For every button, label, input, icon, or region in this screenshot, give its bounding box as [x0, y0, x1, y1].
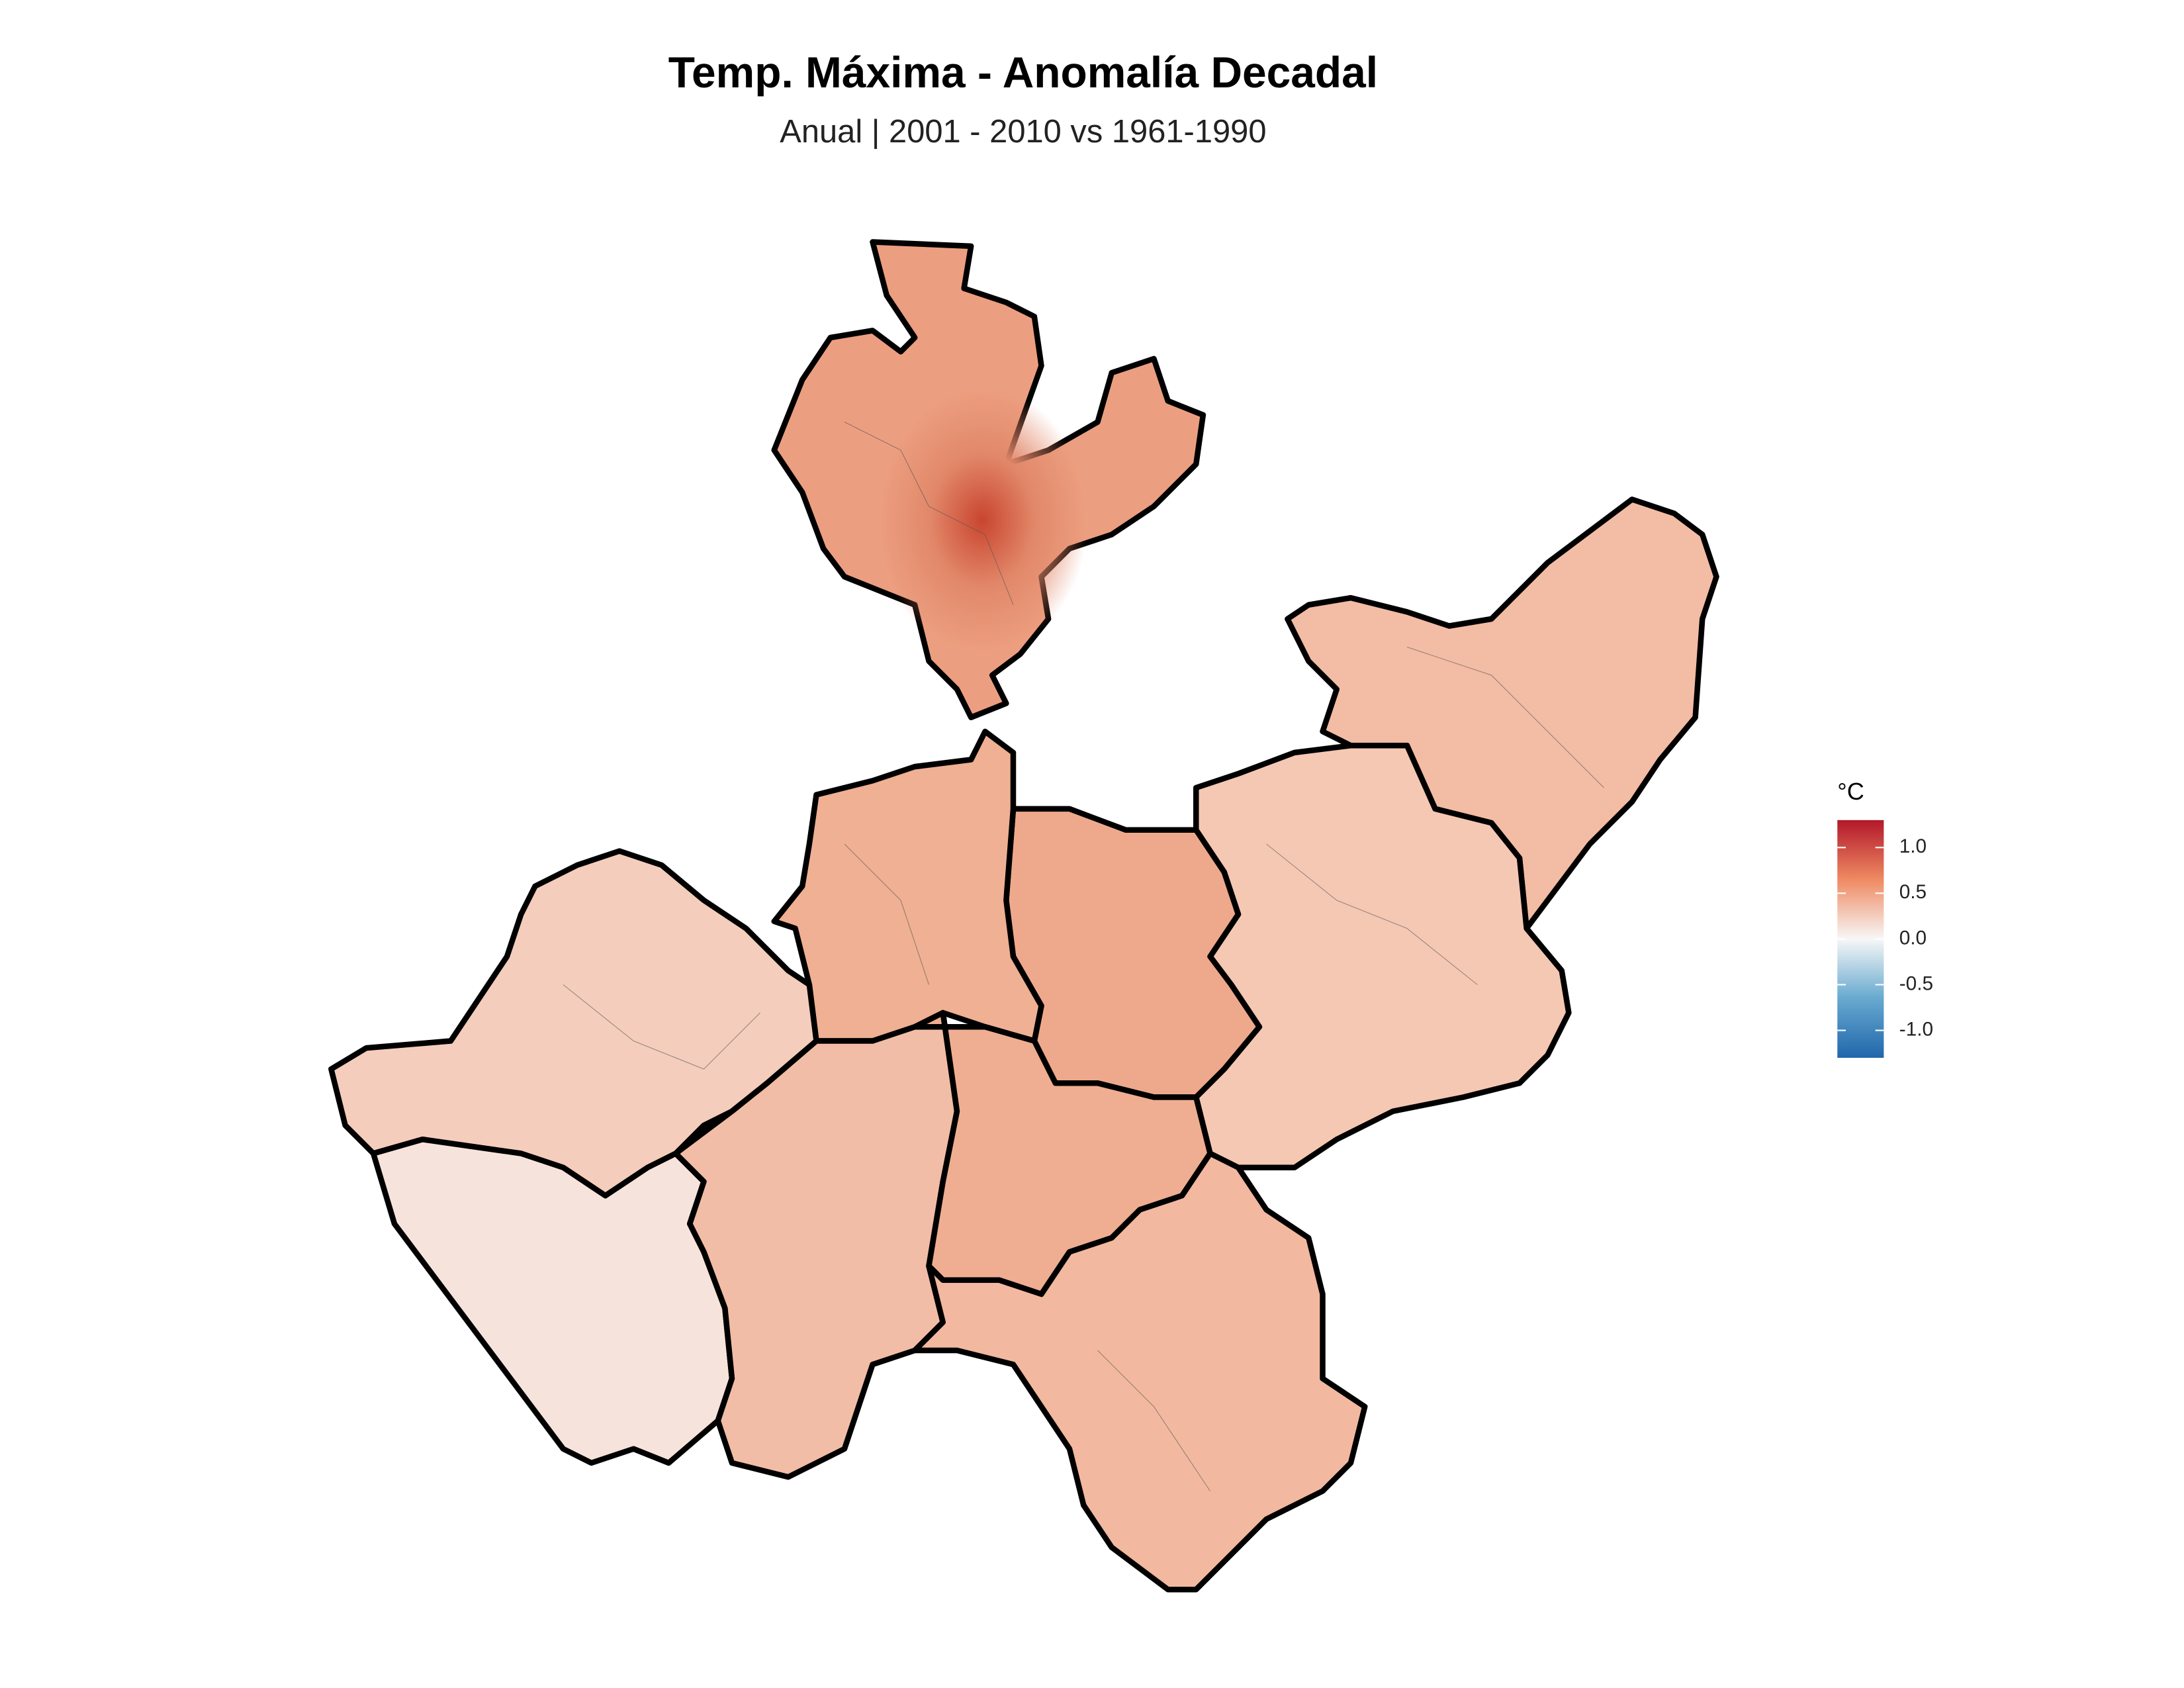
jalisco-regions	[328, 239, 1719, 1593]
map-subtitle: Anual | 2001 - 2010 vs 1961-1990	[780, 114, 1266, 150]
region-sureste	[912, 1150, 1368, 1593]
legend-tick-label: 0.0	[1899, 927, 1927, 949]
region-sierra-amula	[672, 1009, 960, 1480]
municipal-border	[844, 843, 930, 985]
municipal-border	[844, 422, 1014, 605]
municipal-border	[563, 984, 760, 1070]
legend-tick-label: 0.5	[1899, 881, 1927, 903]
legend-tick-label: -1.0	[1899, 1018, 1933, 1040]
municipal-border	[1406, 646, 1604, 788]
region-altos-norte	[1285, 496, 1719, 931]
legend-tick-label: -0.5	[1899, 972, 1933, 994]
municipal-border	[1097, 1350, 1210, 1491]
hot-spot	[876, 387, 1088, 655]
legend-title: °C	[1837, 778, 1864, 805]
map-title: Temp. Máxima - Anomalía Decadal	[668, 48, 1378, 97]
legend-tick-label: 1.0	[1899, 835, 1927, 857]
municipal-border	[1266, 843, 1478, 985]
legend: °C 1.0 0.5 0.0 -0.5 -1.0	[1837, 778, 1933, 1058]
